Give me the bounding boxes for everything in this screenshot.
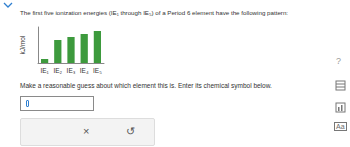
svg-text:kJ/mol: kJ/mol [19, 35, 26, 54]
svg-text:IE₃: IE₃ [67, 67, 76, 74]
html-text:The first five ionization ener: The first five ionization energies (IE₁ … [20, 9, 288, 16]
svg-text:IE₁: IE₁ [40, 67, 49, 74]
svg-text:IE₅: IE₅ [93, 67, 102, 74]
html-text:Make a reasonable guess about: Make a reasonable guess about which elem… [20, 82, 272, 89]
svg-text:IE₄: IE₄ [80, 67, 89, 74]
svg-text:IE₂: IE₂ [53, 67, 62, 74]
html-text:Aa: Aa [336, 123, 345, 130]
